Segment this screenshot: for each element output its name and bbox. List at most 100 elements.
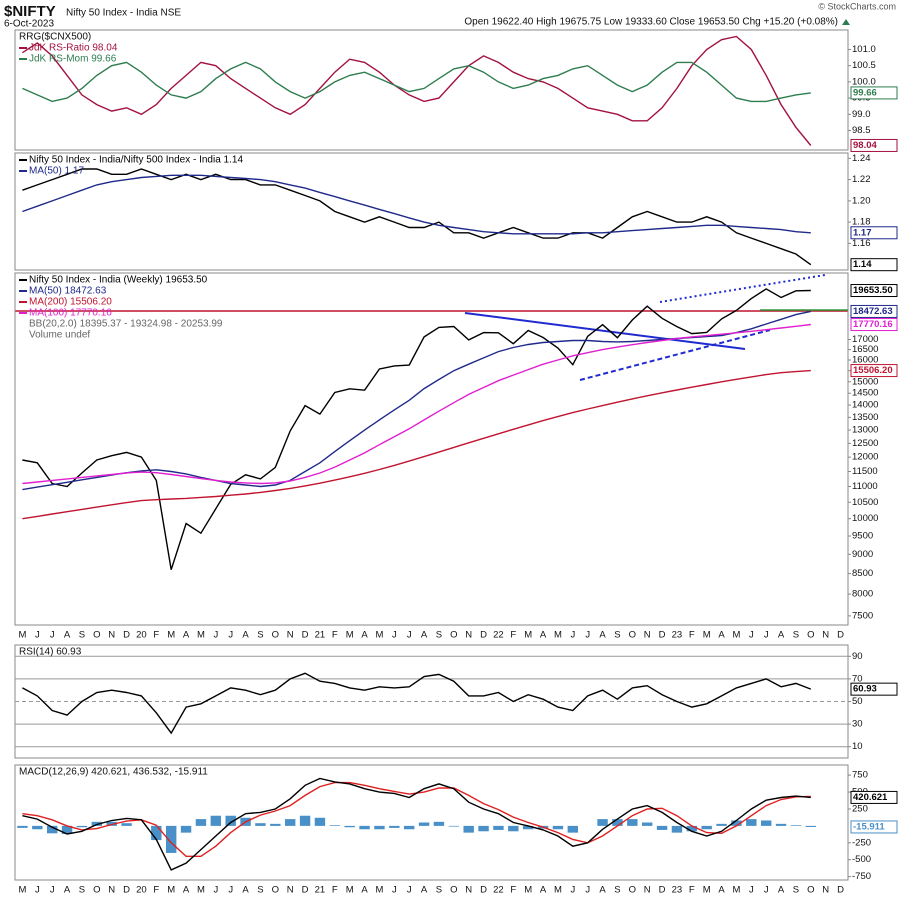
- x-tick-label: S: [614, 885, 620, 896]
- value-tag-box: [850, 138, 898, 152]
- histogram-bar: [284, 819, 296, 826]
- value-tag: 18472.63: [853, 306, 893, 317]
- x-tick-label: D: [302, 885, 309, 896]
- value-tag: 60.93: [853, 684, 877, 695]
- panel-frame: [14, 272, 849, 626]
- x-tick-label: A: [64, 885, 71, 896]
- value-tag: 1.14: [853, 259, 872, 270]
- x-tick-label: J: [228, 630, 233, 641]
- credit: © StockCharts.com: [818, 1, 896, 11]
- quote: Open 19622.40 High 19675.75 Low 19333.60…: [464, 17, 838, 28]
- x-tick-label: F: [153, 885, 159, 896]
- histogram-bar: [165, 825, 177, 853]
- x-tick-label: N: [287, 885, 294, 896]
- x-tick-label: J: [35, 630, 40, 641]
- histogram-bar: [210, 815, 222, 826]
- series-line: [22, 310, 811, 491]
- x-tick-label: N: [465, 630, 472, 641]
- x-tick-label: A: [599, 885, 606, 896]
- value-tag: 98.04: [853, 140, 877, 151]
- value-tag-box: [850, 820, 898, 834]
- x-tick-label: J: [570, 630, 575, 641]
- legend-label: JdK RS-Mom 99.66: [29, 54, 117, 65]
- histogram-bar: [17, 825, 28, 828]
- panel-frame: [14, 764, 849, 881]
- histogram-bar: [433, 821, 445, 826]
- y-tick-label: 9000: [852, 549, 873, 560]
- x-tick-label: S: [436, 885, 442, 896]
- x-tick-label: D: [480, 885, 487, 896]
- x-tick-label: N: [287, 630, 294, 641]
- x-tick-label: O: [272, 885, 279, 896]
- x-tick-label: M: [197, 630, 205, 641]
- y-tick-label: 10500: [852, 497, 878, 508]
- x-tick-label: 22: [493, 885, 504, 896]
- histogram-bar: [403, 825, 415, 830]
- x-tick-label: F: [332, 885, 338, 896]
- x-tick-label: J: [50, 630, 55, 641]
- value-tag-box: [850, 258, 898, 272]
- y-tick-label: 1.24: [852, 153, 871, 164]
- x-tick-label: J: [764, 630, 769, 641]
- y-tick-label: 750: [852, 770, 868, 781]
- x-tick-label: M: [524, 885, 532, 896]
- x-tick-label: O: [272, 630, 279, 641]
- x-tick-label: O: [450, 885, 457, 896]
- value-tag-box: [850, 318, 898, 332]
- x-tick-label: A: [599, 630, 606, 641]
- value-tag-box: [850, 682, 898, 696]
- x-tick-label: 20: [136, 885, 147, 896]
- series-line: [22, 323, 811, 485]
- y-tick-label: 10: [852, 741, 863, 752]
- legend-label: Nifty 50 Index - India (Weekly) 19653.50: [29, 275, 208, 286]
- x-tick-label: 22: [493, 630, 504, 641]
- y-tick-label: 250: [852, 803, 868, 814]
- legend-label: MA(200) 15506.20: [29, 297, 112, 308]
- value-tag: 15506.20: [853, 365, 893, 376]
- y-tick-label: 17000: [852, 334, 878, 345]
- x-tick-label: J: [228, 885, 233, 896]
- x-tick-label: A: [778, 885, 785, 896]
- histogram-bar: [374, 825, 385, 830]
- y-tick-label: 16000: [852, 354, 878, 365]
- trend-line: [579, 329, 771, 381]
- x-tick-label: S: [257, 885, 263, 896]
- value-tag-box: [850, 790, 898, 804]
- histogram-bar: [32, 825, 43, 830]
- y-tick-label: 15000: [852, 376, 878, 387]
- x-tick-label: O: [807, 630, 814, 641]
- x-tick-label: N: [644, 885, 651, 896]
- y-tick-label: -250: [852, 837, 871, 848]
- x-tick-label: O: [450, 630, 457, 641]
- histogram-bar: [270, 823, 281, 826]
- histogram-bar: [716, 823, 727, 826]
- y-tick-label: 100.5: [852, 60, 876, 71]
- x-tick-label: D: [837, 630, 844, 641]
- x-tick-label: J: [50, 885, 55, 896]
- series-line: [22, 61, 811, 103]
- x-tick-label: J: [407, 885, 412, 896]
- histogram-bar: [225, 815, 236, 826]
- histogram-bar: [656, 825, 668, 830]
- x-tick-label: M: [732, 885, 740, 896]
- x-tick-label: D: [837, 885, 844, 896]
- y-tick-label: 14000: [852, 400, 878, 411]
- series-line: [22, 174, 811, 235]
- x-tick-label: J: [213, 630, 218, 641]
- series-line: [22, 168, 812, 266]
- x-tick-label: O: [93, 885, 100, 896]
- y-tick-label: 11000: [852, 481, 878, 492]
- value-tag: -15.911: [853, 821, 885, 832]
- legend-label: JdK RS-Ratio 98.04: [29, 43, 118, 54]
- x-tick-label: J: [392, 885, 397, 896]
- x-tick-label: F: [689, 885, 695, 896]
- value-tag-box: [850, 86, 898, 100]
- histogram-bar: [612, 819, 623, 826]
- x-tick-label: S: [436, 630, 442, 641]
- x-tick-label: A: [421, 885, 428, 896]
- x-tick-label: D: [659, 885, 666, 896]
- x-tick-label: D: [480, 630, 487, 641]
- value-tag-box: [850, 226, 898, 240]
- y-tick-label: -500: [852, 854, 871, 865]
- y-tick-label: 11500: [852, 466, 878, 477]
